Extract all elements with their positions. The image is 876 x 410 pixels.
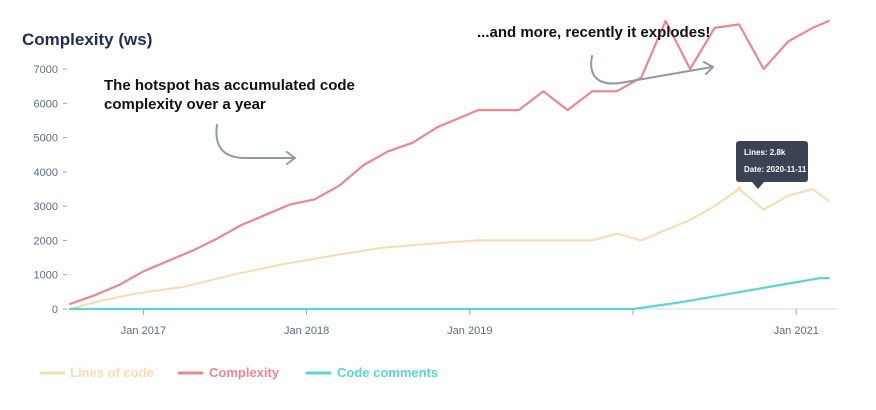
legend-item-code-comments[interactable]: Code comments — [305, 365, 438, 380]
annotation-hotspot-line-1: The hotspot has accumulated code — [104, 77, 355, 94]
tooltip-date: Date: 2020-11-11 — [744, 165, 807, 174]
annotation-hotspot: The hotspot has accumulated code complex… — [104, 77, 355, 165]
tooltip-pointer — [752, 182, 764, 189]
legend: Lines of code Complexity Code comments — [39, 365, 438, 380]
legend-label-code-comments: Code comments — [337, 365, 438, 380]
annotation-hotspot-line-2: complexity over a year — [104, 96, 266, 113]
y-tick-label: 1000 — [34, 270, 58, 282]
y-tick-label: 0 — [52, 304, 58, 316]
annotation-explodes: ...and more, recently it explodes! — [477, 24, 714, 85]
legend-label-complexity: Complexity — [209, 365, 280, 380]
series-line-code-comments[interactable] — [68, 277, 830, 311]
series-layer — [68, 19, 830, 311]
legend-item-lines-of-code[interactable]: Lines of code — [39, 365, 154, 380]
annotation-explodes-line-1: ...and more, recently it explodes! — [477, 24, 710, 41]
tooltip: Lines: 2.8k Date: 2020-11-11 — [736, 141, 808, 189]
series-line-lines-of-code[interactable] — [69, 188, 830, 310]
x-tick-label: Jan 2017 — [121, 325, 166, 337]
tooltip-data-point[interactable] — [736, 186, 742, 192]
y-axis: 0 1000 2000 3000 4000 5000 6000 7000 — [34, 64, 67, 316]
x-axis: Jan 2017 Jan 2018 Jan 2019 Jan 2021 — [70, 308, 837, 337]
y-tick-label: 4000 — [34, 167, 58, 179]
y-tick-label: 2000 — [34, 235, 58, 247]
x-tick-label: Jan 2019 — [447, 325, 492, 337]
tooltip-lines: Lines: 2.8k — [744, 148, 786, 157]
y-tick-label: 7000 — [34, 64, 58, 76]
tooltip-box — [736, 141, 808, 182]
y-tick-label: 3000 — [34, 201, 58, 213]
legend-label-lines-of-code: Lines of code — [70, 365, 154, 380]
annotation-hotspot-arrow-icon — [215, 124, 296, 165]
series-line-complexity[interactable] — [68, 19, 830, 305]
chart-title: Complexity (ws) — [22, 30, 152, 49]
annotation-explodes-arrow-icon — [590, 55, 714, 85]
x-tick-label: Jan 2021 — [774, 325, 819, 337]
x-tick-label: Jan 2018 — [284, 325, 329, 337]
y-tick-label: 6000 — [34, 98, 58, 110]
y-tick-label: 5000 — [34, 133, 58, 145]
legend-item-complexity[interactable]: Complexity — [177, 365, 280, 380]
